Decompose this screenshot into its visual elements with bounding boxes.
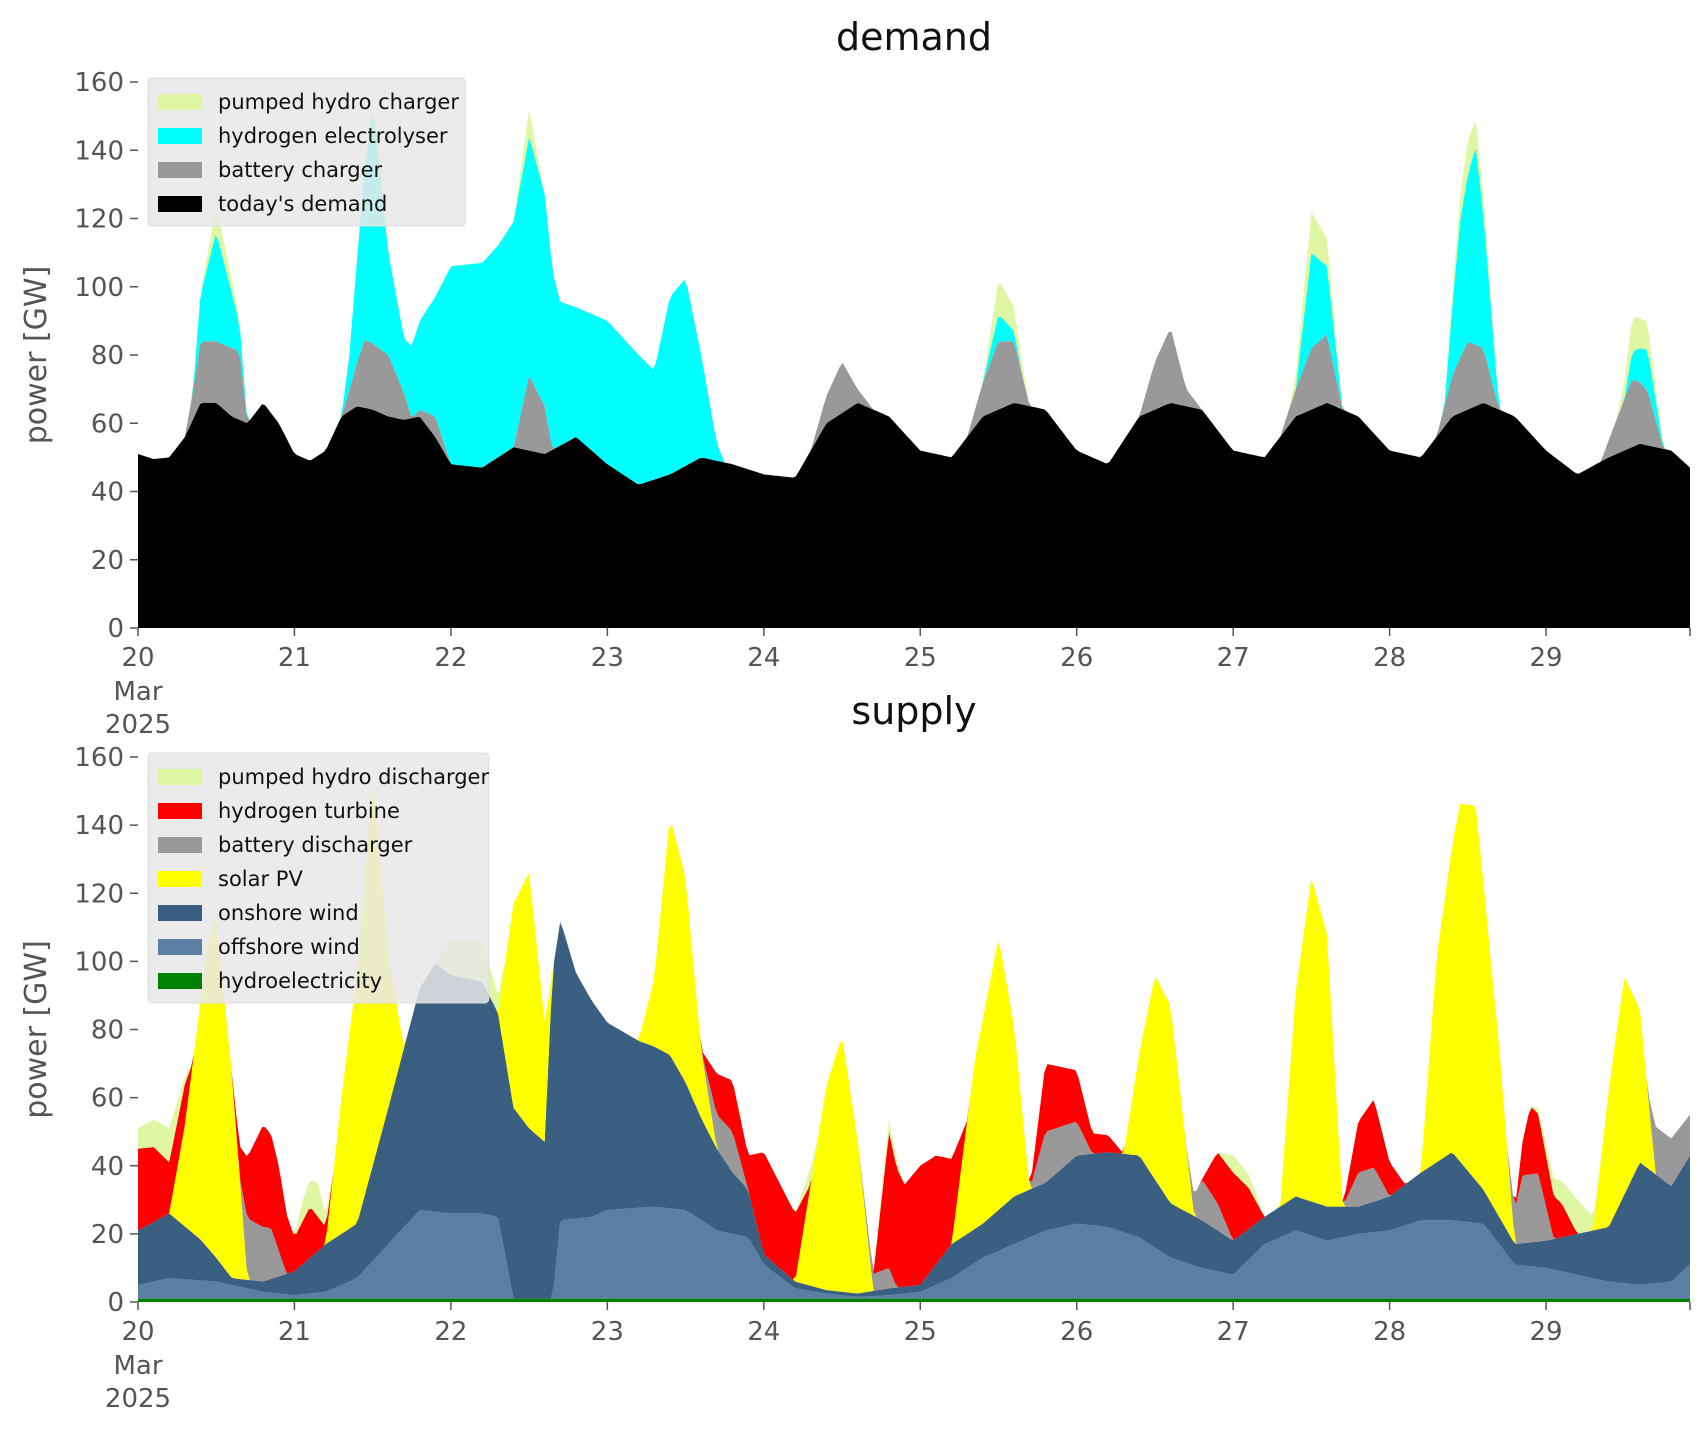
legend-label-pumped-hydro-charger: pumped hydro charger [218,90,459,114]
legend-swatch-hydrogen-turbine [158,803,202,819]
x-tick-label: 26 [1060,1317,1093,1347]
area-battery-discharger [138,788,1690,1291]
legend-label-offshore-wind: offshore wind [218,935,360,959]
x-tick-label: 23 [591,643,624,673]
legend: pumped hydro discharger hydrogen turbine b… [147,752,490,1004]
x-tick-label: 22 [434,1317,467,1347]
legend-label-hydroelectricity: hydroelectricity [218,969,382,993]
legend-swatch-solar-pv [158,871,202,887]
y-tick-label: 40 [91,478,124,508]
y-tick-label: 140 [74,136,124,166]
area-layer [138,788,1690,1302]
y-axis-label: power [GW] [19,940,54,1119]
y-tick-label: 20 [91,1220,124,1250]
x-tick-label: 20 [121,643,154,673]
x-tick-label: 28 [1373,1317,1406,1347]
area-battery-charger [138,331,1690,485]
x-tick-label: 21 [278,643,311,673]
x-tick-label: 24 [747,1317,780,1347]
legend: pumped hydro charger hydrogen electrolyse… [147,77,467,227]
legend-label-pumped-hydro-discharger: pumped hydro discharger [218,765,489,789]
area-hydrogen-turbine [138,788,1690,1288]
y-tick-label: 80 [91,341,124,371]
legend-swatch-today-s-demand [158,196,202,212]
x-tick-sublabel: 2025 [105,710,171,740]
legend-swatch-pumped-hydro-charger [158,94,202,110]
legend-label-battery-charger: battery charger [218,158,383,182]
legend-label-onshore-wind: onshore wind [218,901,359,925]
x-tick-label: 29 [1530,1317,1563,1347]
area-solar-pv [138,788,1690,1294]
y-tick-label: 140 [74,811,124,841]
legend-label-solar-pv: solar PV [218,867,303,891]
y-tick-label: 0 [107,1288,124,1318]
x-tick-label: 23 [591,1317,624,1347]
legend-swatch-battery-charger [158,162,202,178]
area-onshore-wind [138,922,1690,1299]
x-tick-label: 22 [434,643,467,673]
area-offshore-wind [138,1206,1690,1299]
area-hydroelectricity [138,1298,1690,1302]
y-tick-label: 40 [91,1152,124,1182]
legend-box [147,77,467,227]
area-today-s-demand [138,402,1690,628]
legend-label-battery-discharger: battery discharger [218,833,413,857]
area-layer [138,109,1690,628]
legend-label-hydrogen-turbine: hydrogen turbine [218,799,400,823]
legend-swatch-hydroelectricity [158,973,202,989]
legend-label-hydrogen-electrolyser: hydrogen electrolyser [218,124,448,148]
area-hydrogen-electrolyser [138,116,1690,485]
y-tick-label: 0 [107,614,124,644]
x-tick-label: 24 [747,643,780,673]
y-tick-label: 20 [91,546,124,576]
legend-swatch-onshore-wind [158,905,202,921]
x-tick-label: 27 [1217,1317,1250,1347]
y-tick-label: 120 [74,205,124,235]
chart-title: supply [851,689,976,733]
legend-swatch-offshore-wind [158,939,202,955]
y-axis-label: power [GW] [19,266,54,445]
y-tick-label: 120 [74,879,124,909]
y-tick-label: 100 [74,273,124,303]
legend-swatch-pumped-hydro-discharger [158,769,202,785]
legend-box [147,752,490,1004]
x-tick-label: 26 [1060,643,1093,673]
x-tick-label: 20 [121,1317,154,1347]
x-tick-sublabel: Mar [113,1351,162,1381]
x-tick-label: 25 [904,643,937,673]
y-tick-label: 80 [91,1016,124,1046]
y-tick-label: 100 [74,947,124,977]
legend-swatch-hydrogen-electrolyser [158,128,202,144]
x-tick-label: 25 [904,1317,937,1347]
y-tick-label: 160 [74,68,124,98]
x-tick-label: 29 [1530,643,1563,673]
y-tick-label: 160 [74,743,124,773]
x-tick-label: 28 [1373,643,1406,673]
y-tick-label: 60 [91,1084,124,1114]
legend-label-today-s-demand: today's demand [218,192,387,216]
legend-swatch-battery-discharger [158,837,202,853]
x-tick-sublabel: Mar [113,677,162,707]
chart-title: demand [836,15,992,59]
x-tick-label: 27 [1217,643,1250,673]
x-tick-label: 21 [278,1317,311,1347]
x-tick-sublabel: 2025 [105,1384,171,1414]
y-tick-label: 60 [91,409,124,439]
